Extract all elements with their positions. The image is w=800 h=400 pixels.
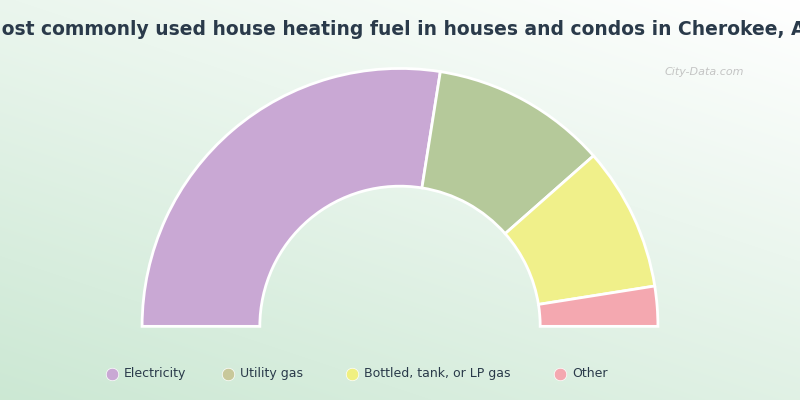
Text: Other: Other	[572, 367, 607, 380]
Text: Electricity: Electricity	[124, 367, 186, 380]
Text: City-Data.com: City-Data.com	[664, 67, 744, 77]
Text: Utility gas: Utility gas	[240, 367, 303, 380]
Text: Most commonly used house heating fuel in houses and condos in Cherokee, AL: Most commonly used house heating fuel in…	[0, 20, 800, 39]
Wedge shape	[422, 72, 594, 234]
Text: Bottled, tank, or LP gas: Bottled, tank, or LP gas	[364, 367, 510, 380]
Wedge shape	[505, 156, 654, 304]
Wedge shape	[142, 68, 440, 326]
Wedge shape	[538, 286, 658, 326]
